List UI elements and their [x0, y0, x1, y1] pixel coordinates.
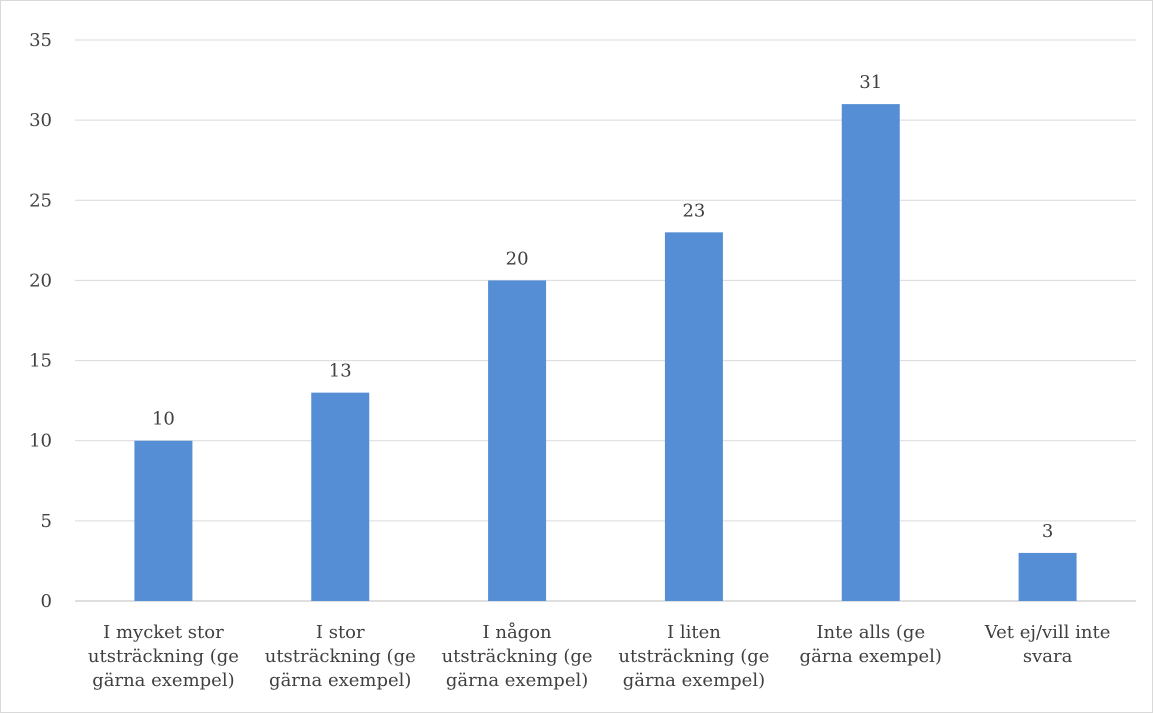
data-label: 10: [152, 409, 175, 430]
x-tick-label-line: I stor: [316, 622, 365, 643]
x-tick-label-line: Vet ej/vill inte: [984, 622, 1111, 643]
x-tick-label-line: gärna exempel): [800, 646, 942, 667]
x-tick-label-line: Inte alls (ge: [816, 622, 925, 643]
bar: [1018, 552, 1077, 601]
x-tick-label-line: gärna exempel): [269, 670, 411, 691]
x-tick-label-line: svara: [1023, 646, 1073, 667]
x-tick-label-line: gärna exempel): [92, 670, 234, 691]
x-tick-label: I mycket stor utsträckning (ge gärna exemp…: [88, 622, 239, 691]
bar: [841, 104, 900, 601]
y-tick-label: 0: [41, 591, 52, 612]
x-tick-label-line: gärna exempel): [446, 670, 588, 691]
x-tick-label: I stor utsträckning (ge gärna exempel): [265, 622, 416, 691]
x-tick-label-line: utsträckning (ge: [618, 646, 769, 667]
y-tick-label: 5: [41, 511, 52, 532]
x-tick-label: Inte alls (ge gärna exempel): [800, 622, 942, 667]
data-label: 31: [859, 72, 882, 93]
y-tick-label: 15: [29, 351, 52, 372]
y-tick-label: 25: [29, 190, 52, 211]
bar: [664, 232, 723, 602]
x-tick-label: I någon utsträckning (ge gärna exempel): [442, 621, 593, 691]
y-tick-label: 20: [29, 270, 52, 291]
x-tick-label-line: utsträckning (ge: [265, 646, 416, 667]
x-tick-label-line: utsträckning (ge: [88, 646, 239, 667]
y-tick-label: 10: [29, 431, 52, 452]
x-tick-label-line: I liten: [667, 622, 721, 643]
x-tick-label: I liten utsträckning (ge gärna exempel): [618, 622, 769, 691]
y-tick-label: 30: [29, 110, 52, 131]
y-tick-label: 35: [29, 30, 52, 51]
x-tick-label-line: utsträckning (ge: [442, 646, 593, 667]
bar: [311, 392, 370, 601]
x-tick-label-line: I någon: [483, 621, 553, 643]
data-label: 23: [682, 200, 705, 221]
data-label: 20: [506, 248, 529, 269]
x-tick-label: Vet ej/vill inte svara: [984, 622, 1111, 667]
bar: [488, 280, 547, 601]
data-label: 13: [329, 361, 352, 382]
x-tick-label-line: I mycket stor: [103, 622, 224, 643]
data-label: 3: [1042, 521, 1053, 542]
x-tick-label-line: gärna exempel): [623, 670, 765, 691]
bar: [134, 440, 193, 601]
